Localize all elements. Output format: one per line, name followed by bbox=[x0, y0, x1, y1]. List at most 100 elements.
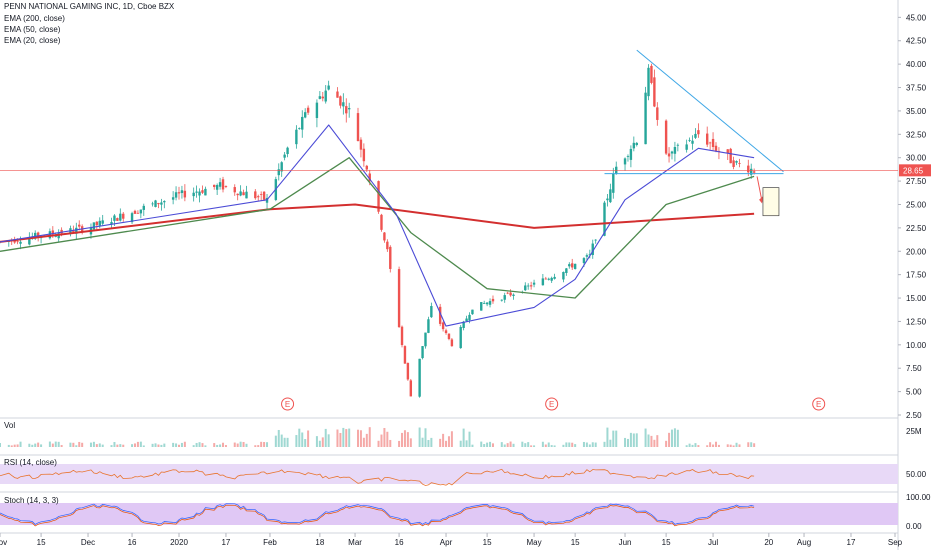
candle bbox=[163, 201, 166, 203]
ema50-legend[interactable]: EMA (50, close) bbox=[4, 25, 61, 34]
candle bbox=[468, 314, 471, 321]
candle bbox=[356, 113, 360, 141]
candle bbox=[151, 203, 154, 205]
stoch-band bbox=[0, 503, 898, 525]
candle bbox=[471, 309, 474, 315]
candle bbox=[218, 182, 222, 187]
volume-bar bbox=[585, 442, 588, 447]
candle bbox=[242, 192, 245, 196]
volume-bar bbox=[7, 444, 10, 447]
stoch-k-line bbox=[0, 503, 755, 525]
candle bbox=[647, 67, 650, 97]
volume-bar bbox=[19, 441, 22, 447]
candle bbox=[711, 138, 715, 147]
volume-bar bbox=[717, 444, 720, 447]
volume-bar bbox=[192, 445, 195, 447]
candle bbox=[362, 148, 366, 162]
candle bbox=[603, 202, 606, 236]
volume-bar bbox=[78, 441, 81, 447]
candle bbox=[116, 218, 119, 221]
volume-bar bbox=[116, 444, 119, 447]
volume-bar bbox=[219, 444, 222, 447]
volume-bar bbox=[195, 442, 198, 447]
candle bbox=[421, 346, 424, 359]
candle bbox=[342, 102, 345, 107]
volume-bar bbox=[747, 442, 750, 447]
volume-bar bbox=[729, 444, 732, 447]
ema50-line bbox=[0, 157, 755, 299]
candle bbox=[183, 190, 187, 198]
candle bbox=[236, 193, 239, 196]
volume-bar bbox=[133, 443, 136, 447]
candle bbox=[233, 187, 236, 193]
price-axis-label: 45.00 bbox=[906, 13, 927, 22]
volume-bar bbox=[673, 428, 676, 447]
candle bbox=[524, 285, 527, 291]
volume-bar bbox=[591, 442, 594, 447]
trendline[interactable] bbox=[636, 49, 784, 173]
volume-bar bbox=[260, 441, 263, 447]
volume-bar bbox=[245, 443, 248, 447]
price-axis-label: 22.50 bbox=[906, 224, 927, 233]
earnings-marker[interactable] bbox=[281, 397, 295, 411]
candle bbox=[444, 330, 448, 334]
price-axis-label: 10.00 bbox=[906, 341, 927, 350]
volume-bar bbox=[594, 442, 597, 447]
volume-bar bbox=[738, 444, 741, 447]
candle bbox=[447, 333, 451, 340]
time-axis-label: 15 bbox=[483, 538, 492, 547]
volume-bar bbox=[612, 430, 615, 447]
candle bbox=[339, 96, 342, 106]
volume-bar bbox=[624, 437, 627, 447]
candle bbox=[386, 241, 389, 250]
volume-bar bbox=[471, 444, 474, 447]
volume-bar bbox=[635, 433, 638, 447]
volume-bar bbox=[213, 443, 216, 447]
candle bbox=[612, 173, 615, 193]
time-axis-label: 16 bbox=[395, 538, 404, 547]
candle bbox=[626, 156, 630, 157]
candle bbox=[752, 171, 756, 173]
ema200-legend[interactable]: EMA (200, close) bbox=[4, 14, 65, 23]
volume-bar bbox=[75, 445, 78, 447]
ema20-legend[interactable]: EMA (20, close) bbox=[4, 36, 61, 45]
volume-bar bbox=[180, 442, 183, 447]
earnings-marker[interactable] bbox=[812, 397, 826, 411]
candle bbox=[403, 346, 407, 364]
volume-bar bbox=[606, 427, 609, 447]
candle bbox=[359, 139, 363, 150]
volume-bar bbox=[239, 441, 242, 447]
volume-bar bbox=[54, 441, 57, 447]
candle bbox=[606, 198, 609, 201]
candle bbox=[298, 128, 301, 130]
rsi-line bbox=[0, 468, 755, 486]
candle bbox=[588, 254, 592, 256]
volume-bar bbox=[257, 445, 260, 447]
candle bbox=[562, 271, 565, 280]
volume-bar bbox=[506, 443, 509, 447]
volume-bar bbox=[544, 444, 547, 447]
candle bbox=[139, 209, 143, 214]
earnings-marker[interactable] bbox=[545, 397, 559, 411]
volume-bar bbox=[60, 445, 63, 447]
candle bbox=[571, 263, 574, 268]
projection-arrow[interactable] bbox=[756, 176, 763, 202]
price-axis-label: 40.00 bbox=[906, 60, 927, 69]
volume-bar bbox=[670, 429, 673, 447]
volume-bar bbox=[644, 428, 647, 447]
volume-bar bbox=[13, 444, 16, 447]
volume-bar bbox=[650, 435, 653, 447]
volume-bar bbox=[668, 432, 671, 447]
volume-bar bbox=[735, 442, 738, 447]
volume-bar bbox=[430, 437, 433, 447]
volume-bar bbox=[37, 442, 40, 447]
volume-bar bbox=[450, 431, 453, 447]
volume-bar bbox=[48, 441, 51, 447]
target-box[interactable] bbox=[762, 187, 780, 217]
candle bbox=[406, 362, 410, 380]
candle bbox=[377, 181, 380, 212]
candle bbox=[553, 276, 556, 279]
candle bbox=[171, 197, 175, 200]
candle bbox=[157, 203, 160, 205]
